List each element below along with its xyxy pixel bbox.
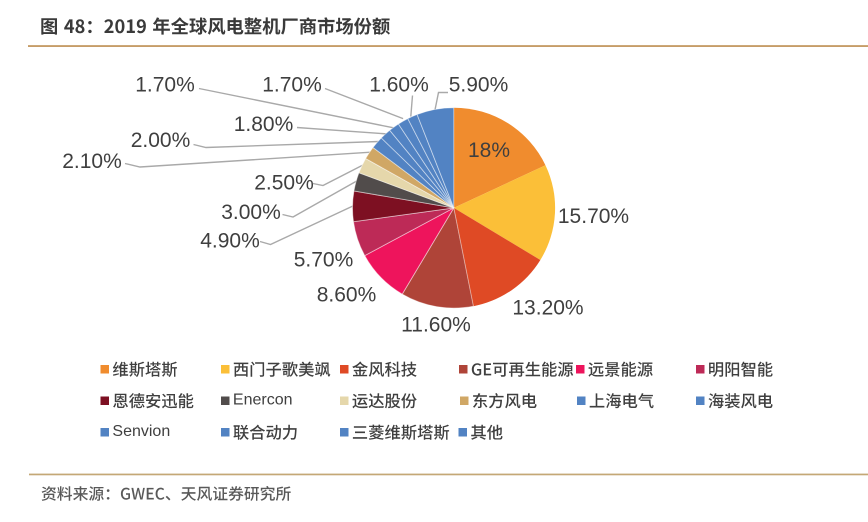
- svg-text:1.70%: 1.70%: [135, 73, 195, 96]
- svg-text:4.90%: 4.90%: [200, 229, 260, 252]
- svg-text:8.60%: 8.60%: [317, 283, 377, 306]
- svg-text:15.70%: 15.70%: [558, 205, 629, 228]
- svg-text:Senvion: Senvion: [112, 423, 170, 440]
- svg-text:2.10%: 2.10%: [62, 150, 122, 173]
- svg-text:1.80%: 1.80%: [234, 113, 294, 136]
- svg-text:2.00%: 2.00%: [131, 129, 191, 152]
- svg-text:11.60%: 11.60%: [401, 313, 471, 336]
- svg-text:1.70%: 1.70%: [262, 73, 322, 96]
- svg-text:5.70%: 5.70%: [294, 248, 354, 271]
- svg-text:18%: 18%: [468, 139, 510, 162]
- svg-text:3.00%: 3.00%: [221, 201, 281, 224]
- svg-text:Enercon: Enercon: [233, 392, 293, 409]
- svg-text:13.20%: 13.20%: [512, 296, 583, 319]
- svg-text:5.90%: 5.90%: [449, 73, 509, 96]
- svg-text:1.60%: 1.60%: [369, 73, 429, 96]
- svg-text:2.50%: 2.50%: [254, 171, 314, 194]
